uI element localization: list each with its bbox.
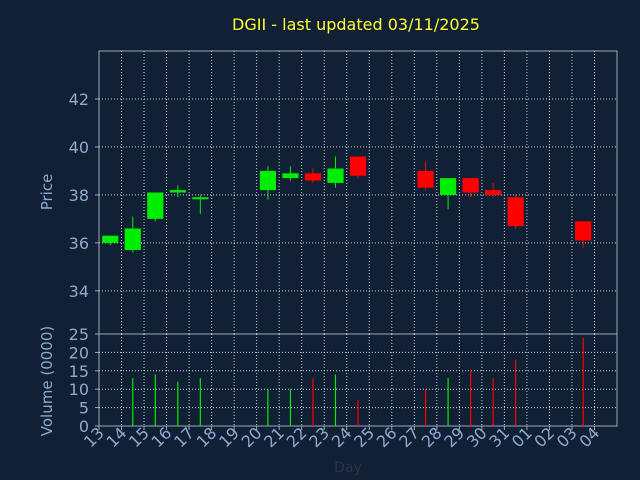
volume-tick-label: 0 (79, 417, 89, 436)
volume-tick-label: 5 (79, 399, 89, 418)
candle-body (259, 170, 277, 191)
x-tick-label: 04 (575, 423, 603, 451)
price-tick-label: 40 (69, 138, 89, 157)
price-tick-label: 42 (69, 90, 89, 109)
candle-body (349, 156, 367, 176)
candle-body (327, 168, 344, 183)
candle-body (147, 192, 164, 219)
volume-tick-label: 10 (69, 380, 89, 399)
chart-title: DGII - last updated 03/11/2025 (232, 15, 480, 34)
price-grid (99, 51, 617, 334)
volume-axis-label: Volume (0000) (38, 326, 56, 436)
candle-body (282, 173, 299, 179)
candle-body (575, 221, 592, 241)
candles (102, 156, 592, 253)
candle-body (417, 170, 434, 188)
candle-body (507, 197, 524, 227)
price-y-ticks: 34 36 38 40 42 (69, 90, 99, 301)
candle-body (462, 178, 479, 193)
volume-bars (132, 337, 584, 426)
candle-body (485, 190, 502, 195)
price-tick-label: 38 (69, 186, 89, 205)
volume-tick-label: 20 (69, 343, 89, 362)
price-tick-label: 34 (69, 282, 89, 301)
candle-body (124, 228, 141, 251)
volume-tick-label: 25 (69, 325, 89, 344)
price-tick-label: 36 (69, 234, 89, 253)
candle-body (439, 178, 457, 195)
price-panel: 34 36 38 40 42 Price (38, 50, 618, 335)
x-ticks: 1314151617181920212223242526272829303101… (80, 423, 603, 451)
candle-body (169, 190, 186, 193)
x-axis-label: Day (334, 460, 362, 476)
candle-body (192, 197, 209, 200)
price-axis-label: Price (38, 174, 56, 211)
volume-tick-label: 15 (69, 362, 89, 381)
candle-body (102, 235, 119, 243)
candle-body (304, 173, 322, 181)
